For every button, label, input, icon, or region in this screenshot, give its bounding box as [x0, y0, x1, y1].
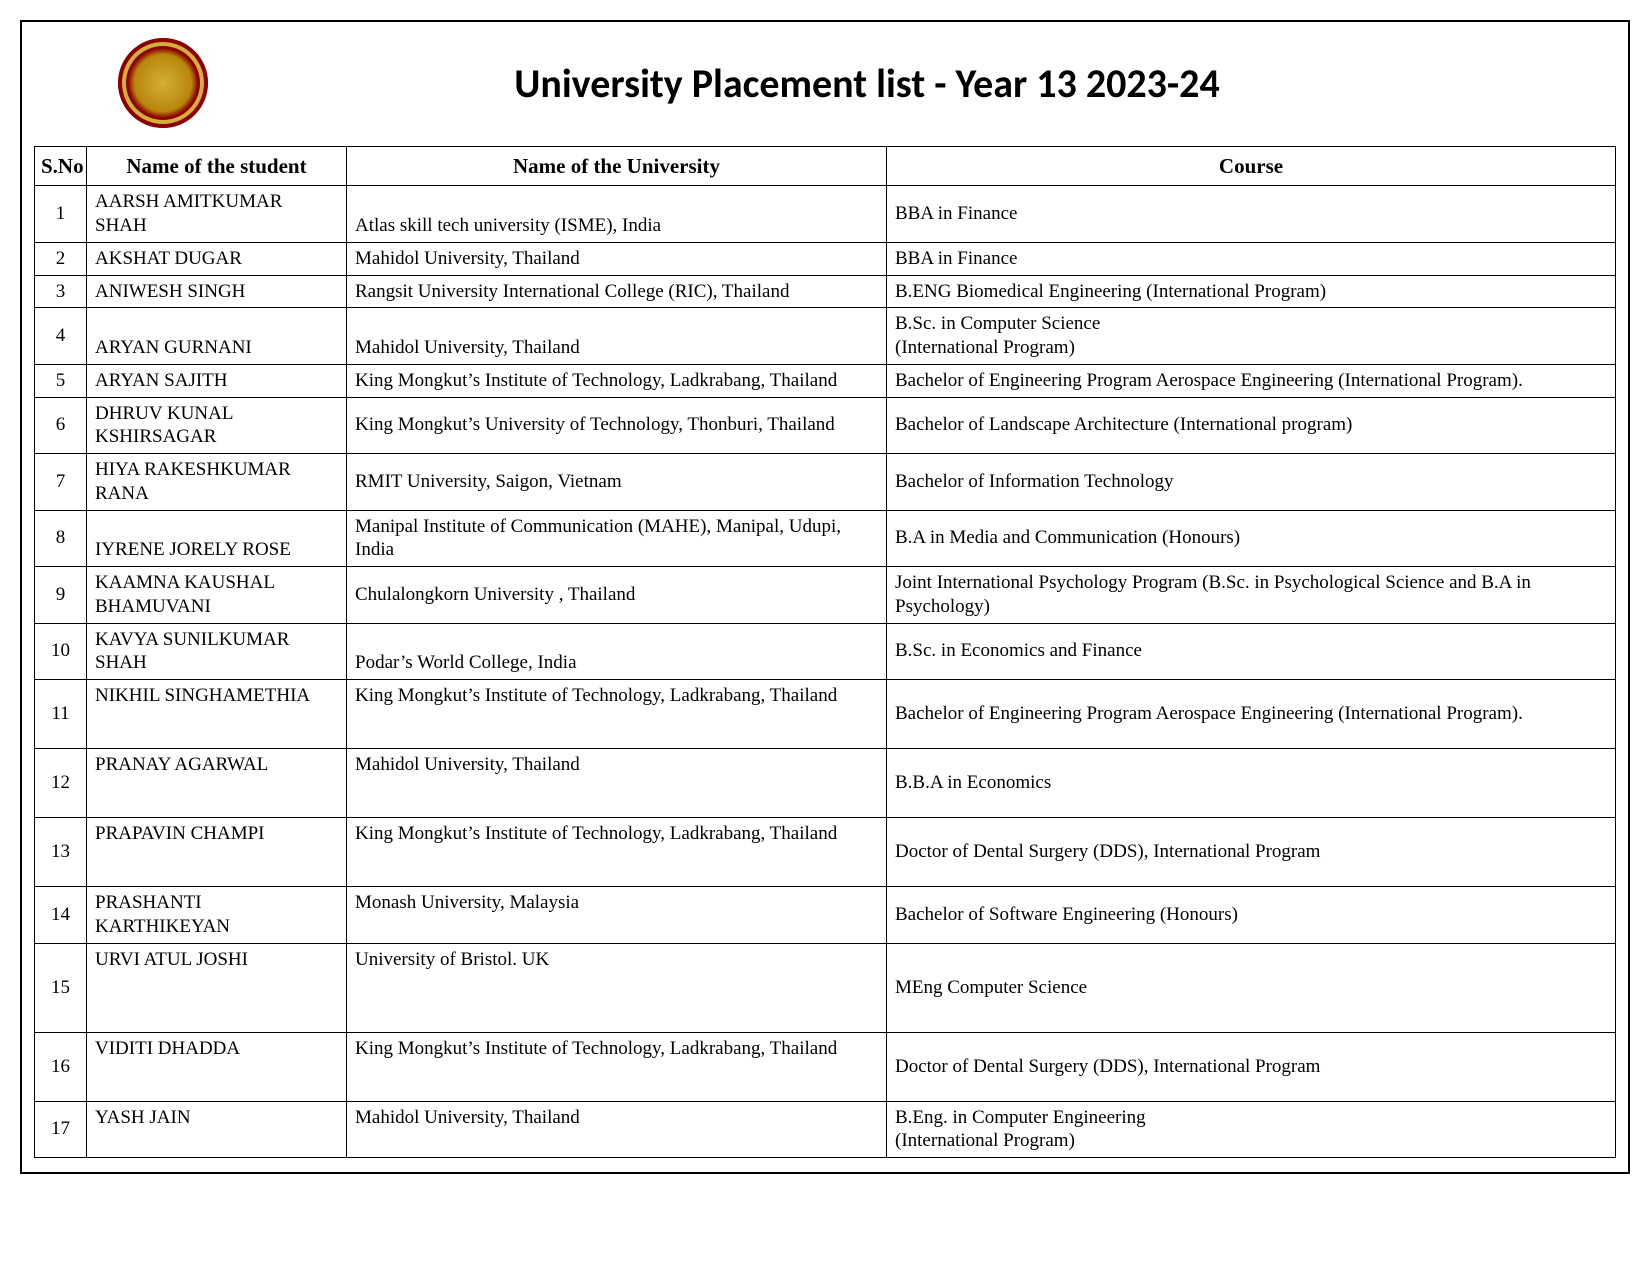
cell-student-name: KAAMNA KAUSHAL BHAMUVANI [87, 567, 347, 624]
cell-student-name: ANIWESH SINGH [87, 275, 347, 308]
table-row: 9KAAMNA KAUSHAL BHAMUVANIChulalongkorn U… [35, 567, 1616, 624]
cell-university: RMIT University, Saigon, Vietnam [347, 454, 887, 511]
cell-student-name: ARYAN GURNANI [87, 308, 347, 365]
cell-course: B.Sc. in Computer Science(International … [887, 308, 1616, 365]
table-row: 12PRANAY AGARWALMahidol University, Thai… [35, 749, 1616, 818]
cell-university: Podar’s World College, India [347, 623, 887, 680]
cell-course: Bachelor of Information Technology [887, 454, 1616, 511]
table-row: 3ANIWESH SINGHRangsit University Interna… [35, 275, 1616, 308]
cell-course: B.B.A in Economics [887, 749, 1616, 818]
cell-university: Mahidol University, Thailand [347, 308, 887, 365]
page-title: University Placement list - Year 13 2023… [208, 59, 1616, 108]
cell-course: Doctor of Dental Surgery (DDS), Internat… [887, 818, 1616, 887]
col-name: Name of the student [87, 147, 347, 186]
cell-sno: 12 [35, 749, 87, 818]
table-row: 4ARYAN GURNANIMahidol University, Thaila… [35, 308, 1616, 365]
cell-university: King Mongkut’s Institute of Technology, … [347, 364, 887, 397]
cell-university: Monash University, Malaysia [347, 887, 887, 944]
cell-course: B.Eng. in Computer Engineering(Internati… [887, 1101, 1616, 1158]
school-logo-icon [118, 38, 208, 128]
cell-sno: 10 [35, 623, 87, 680]
cell-student-name: AARSH AMITKUMAR SHAH [87, 186, 347, 243]
cell-course: BBA in Finance [887, 186, 1616, 243]
cell-university: Mahidol University, Thailand [347, 1101, 887, 1158]
cell-sno: 1 [35, 186, 87, 243]
col-course: Course [887, 147, 1616, 186]
table-row: 15URVI ATUL JOSHIUniversity of Bristol. … [35, 943, 1616, 1032]
header: University Placement list - Year 13 2023… [34, 32, 1616, 146]
cell-university: King Mongkut’s Institute of Technology, … [347, 680, 887, 749]
cell-sno: 9 [35, 567, 87, 624]
table-row: 8IYRENE JORELY ROSEManipal Institute of … [35, 510, 1616, 567]
table-row: 7HIYA RAKESHKUMAR RANARMIT University, S… [35, 454, 1616, 511]
cell-course: BBA in Finance [887, 242, 1616, 275]
cell-sno: 17 [35, 1101, 87, 1158]
cell-sno: 13 [35, 818, 87, 887]
col-sno: S.No [35, 147, 87, 186]
cell-sno: 5 [35, 364, 87, 397]
table-body: 1AARSH AMITKUMAR SHAHAtlas skill tech un… [35, 186, 1616, 1158]
cell-student-name: PRAPAVIN CHAMPI [87, 818, 347, 887]
table-row: 5ARYAN SAJITHKing Mongkut’s Institute of… [35, 364, 1616, 397]
cell-student-name: PRANAY AGARWAL [87, 749, 347, 818]
cell-sno: 14 [35, 887, 87, 944]
cell-university: Mahidol University, Thailand [347, 242, 887, 275]
table-row: 1AARSH AMITKUMAR SHAHAtlas skill tech un… [35, 186, 1616, 243]
cell-student-name: KAVYA SUNILKUMAR SHAH [87, 623, 347, 680]
cell-student-name: AKSHAT DUGAR [87, 242, 347, 275]
cell-sno: 6 [35, 397, 87, 454]
cell-sno: 11 [35, 680, 87, 749]
cell-university: Rangsit University International College… [347, 275, 887, 308]
cell-student-name: HIYA RAKESHKUMAR RANA [87, 454, 347, 511]
cell-student-name: DHRUV KUNAL KSHIRSAGAR [87, 397, 347, 454]
table-row: 11NIKHIL SINGHAMETHIAKing Mongkut’s Inst… [35, 680, 1616, 749]
cell-course: Bachelor of Engineering Program Aerospac… [887, 680, 1616, 749]
table-header-row: S.No Name of the student Name of the Uni… [35, 147, 1616, 186]
cell-sno: 15 [35, 943, 87, 1032]
cell-sno: 16 [35, 1032, 87, 1101]
cell-sno: 8 [35, 510, 87, 567]
cell-course: B.ENG Biomedical Engineering (Internatio… [887, 275, 1616, 308]
cell-university: King Mongkut’s University of Technology,… [347, 397, 887, 454]
cell-course: B.Sc. in Economics and Finance [887, 623, 1616, 680]
cell-student-name: ARYAN SAJITH [87, 364, 347, 397]
cell-student-name: PRASHANTI KARTHIKEYAN [87, 887, 347, 944]
cell-course: Bachelor of Software Engineering (Honour… [887, 887, 1616, 944]
cell-course: Bachelor of Engineering Program Aerospac… [887, 364, 1616, 397]
table-row: 10KAVYA SUNILKUMAR SHAHPodar’s World Col… [35, 623, 1616, 680]
cell-university: King Mongkut’s Institute of Technology, … [347, 1032, 887, 1101]
cell-university: Atlas skill tech university (ISME), Indi… [347, 186, 887, 243]
cell-sno: 7 [35, 454, 87, 511]
cell-sno: 2 [35, 242, 87, 275]
cell-course: B.A in Media and Communication (Honours) [887, 510, 1616, 567]
cell-student-name: IYRENE JORELY ROSE [87, 510, 347, 567]
cell-student-name: VIDITI DHADDA [87, 1032, 347, 1101]
placement-table: S.No Name of the student Name of the Uni… [34, 146, 1616, 1158]
table-row: 6DHRUV KUNAL KSHIRSAGARKing Mongkut’s Un… [35, 397, 1616, 454]
cell-university: University of Bristol. UK [347, 943, 887, 1032]
table-row: 14PRASHANTI KARTHIKEYANMonash University… [35, 887, 1616, 944]
cell-student-name: NIKHIL SINGHAMETHIA [87, 680, 347, 749]
cell-course: MEng Computer Science [887, 943, 1616, 1032]
cell-student-name: URVI ATUL JOSHI [87, 943, 347, 1032]
cell-university: Chulalongkorn University , Thailand [347, 567, 887, 624]
page-frame: University Placement list - Year 13 2023… [20, 20, 1630, 1174]
cell-sno: 3 [35, 275, 87, 308]
cell-course: Doctor of Dental Surgery (DDS), Internat… [887, 1032, 1616, 1101]
cell-sno: 4 [35, 308, 87, 365]
table-row: 13PRAPAVIN CHAMPIKing Mongkut’s Institut… [35, 818, 1616, 887]
cell-university: Mahidol University, Thailand [347, 749, 887, 818]
cell-university: Manipal Institute of Communication (MAHE… [347, 510, 887, 567]
cell-course: Bachelor of Landscape Architecture (Inte… [887, 397, 1616, 454]
table-row: 2AKSHAT DUGARMahidol University, Thailan… [35, 242, 1616, 275]
table-row: 16VIDITI DHADDAKing Mongkut’s Institute … [35, 1032, 1616, 1101]
col-univ: Name of the University [347, 147, 887, 186]
cell-university: King Mongkut’s Institute of Technology, … [347, 818, 887, 887]
cell-student-name: YASH JAIN [87, 1101, 347, 1158]
table-row: 17YASH JAINMahidol University, ThailandB… [35, 1101, 1616, 1158]
cell-course: Joint International Psychology Program (… [887, 567, 1616, 624]
